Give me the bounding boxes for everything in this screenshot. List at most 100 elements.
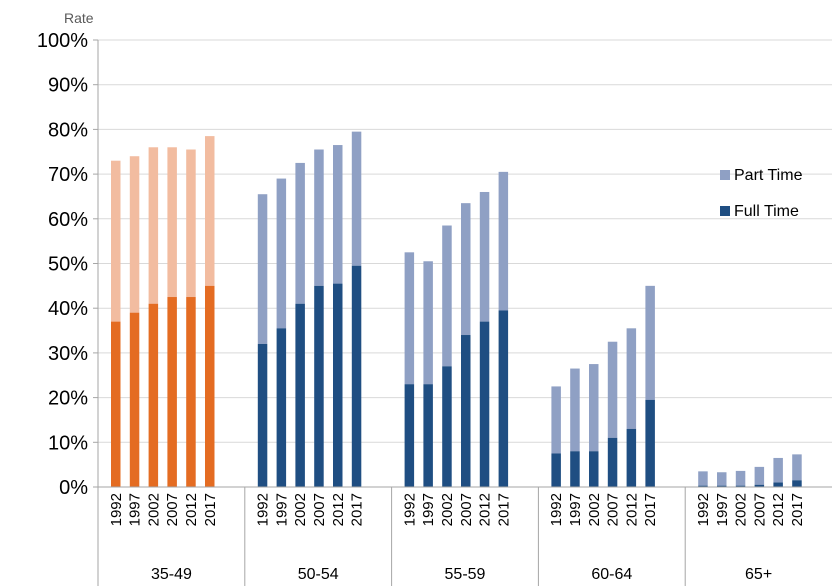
bar-part-time <box>589 364 599 452</box>
x-tick-year-label: 2002 <box>145 493 162 526</box>
bar-part-time <box>461 203 471 336</box>
bar-part-time <box>442 225 452 367</box>
bar-full-time <box>351 265 362 487</box>
bar-part-time <box>792 454 802 481</box>
legend-swatch <box>720 206 730 216</box>
x-tick-year-label: 1997 <box>127 493 144 526</box>
bar-part-time <box>295 162 305 304</box>
bar-part-time <box>735 470 746 486</box>
x-tick-year-label: 1992 <box>401 493 418 526</box>
x-tick-year-label: 2002 <box>292 493 309 526</box>
bar-full-time <box>735 485 746 487</box>
bar-full-time <box>423 384 433 487</box>
x-tick-year-label: 2017 <box>202 493 219 526</box>
bar-full-time <box>461 335 471 487</box>
x-tick-year-label: 1992 <box>255 493 272 526</box>
bar-part-time <box>129 156 140 313</box>
y-axis-label: Rate <box>64 10 94 26</box>
x-tick-year-label: 2007 <box>458 493 475 526</box>
y-tick-label: 10% <box>48 432 88 454</box>
x-tick-year-label: 2012 <box>330 493 347 526</box>
bar-part-time <box>607 341 618 438</box>
x-tick-year-label: 2002 <box>733 493 750 526</box>
y-tick-label: 90% <box>48 75 88 97</box>
bar-part-time <box>570 368 580 452</box>
bar-part-time <box>333 145 343 284</box>
bar-part-time <box>404 252 415 385</box>
bar-full-time <box>570 451 580 487</box>
bar-part-time <box>111 160 121 322</box>
bar-full-time <box>129 312 140 487</box>
x-tick-year-label: 2007 <box>164 493 181 526</box>
legend: Part Time Full Time <box>720 167 803 220</box>
x-tick-year-label: 2007 <box>751 493 768 526</box>
bar-full-time <box>257 343 268 487</box>
y-tick-label: 40% <box>48 298 88 320</box>
y-tick-label: 20% <box>48 388 88 410</box>
bar-full-time <box>333 283 343 487</box>
x-tick-year-label: 2012 <box>183 493 200 526</box>
bar-part-time <box>773 457 783 483</box>
bar-part-time <box>276 178 287 329</box>
y-tick-label: 0% <box>59 477 88 499</box>
bar-full-time <box>773 482 783 487</box>
bar-part-time <box>626 328 637 429</box>
bar-full-time <box>276 328 287 487</box>
group-label: 50-54 <box>298 566 339 583</box>
bar-part-time <box>645 285 655 400</box>
x-tick-year-label: 2002 <box>586 493 603 526</box>
group-label: 55-59 <box>445 566 486 583</box>
x-tick-year-label: 1997 <box>273 493 290 526</box>
x-tick-year-label: 2017 <box>495 493 512 526</box>
bar-full-time <box>186 297 196 487</box>
bar-full-time <box>754 484 765 487</box>
x-tick-year-label: 1997 <box>567 493 584 526</box>
bars <box>111 131 802 487</box>
bar-part-time <box>717 472 727 486</box>
bar-part-time <box>257 194 268 344</box>
x-tick-year-label: 1992 <box>108 493 125 526</box>
y-tick-label: 30% <box>48 343 88 365</box>
x-tick-year-label: 1992 <box>695 493 712 526</box>
x-tick-year-label: 2012 <box>770 493 787 526</box>
y-tick-label: 70% <box>48 164 88 186</box>
group-label: 35-49 <box>151 566 192 583</box>
bar-part-time <box>479 191 490 322</box>
bar-part-time <box>186 149 196 298</box>
y-tick-label: 50% <box>48 254 88 276</box>
bar-full-time <box>148 303 159 487</box>
bar-part-time <box>423 261 433 385</box>
x-tick-year-label: 2002 <box>439 493 456 526</box>
bar-full-time <box>645 399 655 487</box>
bar-full-time <box>717 485 727 487</box>
x-tick-year-label: 2017 <box>642 493 659 526</box>
bar-full-time <box>792 480 802 487</box>
bar-part-time <box>351 131 362 266</box>
x-tick-year-label: 2017 <box>789 493 806 526</box>
x-tick-year-label: 2007 <box>311 493 328 526</box>
bar-full-time <box>295 303 305 487</box>
bar-full-time <box>205 285 215 487</box>
bar-full-time <box>314 285 324 487</box>
x-tick-year-label: 2007 <box>605 493 622 526</box>
bar-full-time <box>111 321 121 487</box>
bar-full-time <box>479 321 490 487</box>
bar-part-time <box>205 136 215 286</box>
bar-full-time <box>551 453 561 487</box>
bar-full-time <box>404 384 415 487</box>
x-tick-year-label: 1997 <box>714 493 731 526</box>
legend-label: Full Time <box>734 203 799 220</box>
x-axis-group-labels: 35-49 50-54 55-59 60-64 65+ <box>151 566 772 583</box>
legend-swatch <box>720 170 730 180</box>
bar-part-time <box>698 471 708 486</box>
x-tick-year-label: 1992 <box>548 493 565 526</box>
legend-label: Part Time <box>734 167 803 184</box>
y-tick-label: 80% <box>48 119 88 141</box>
bar-full-time <box>589 451 599 487</box>
bar-part-time <box>167 147 177 298</box>
y-axis-ticks: 0% 10% 20% 30% 40% 50% 60% 70% 80% 90% 100% <box>37 30 98 499</box>
bar-part-time <box>551 386 561 454</box>
bar-full-time <box>167 297 177 487</box>
x-tick-year-label: 2012 <box>623 493 640 526</box>
